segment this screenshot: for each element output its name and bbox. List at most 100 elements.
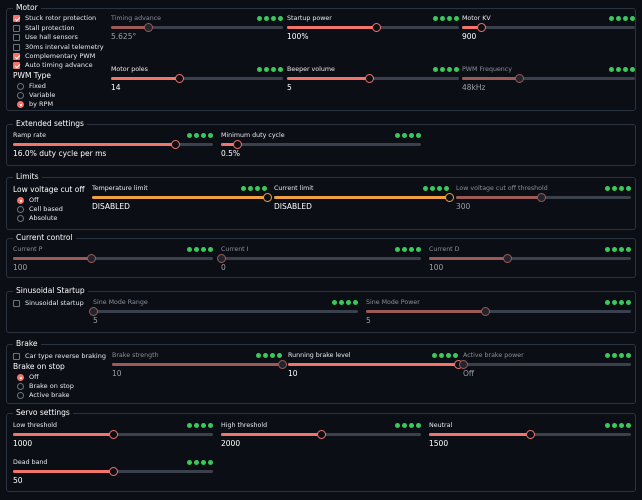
slider-thumb[interactable] — [514, 74, 524, 83]
slider-track[interactable] — [458, 360, 631, 369]
high-threshold-slider[interactable]: High threshold 2000 — [221, 422, 421, 452]
green-dot-icon — [626, 423, 631, 428]
slider-thumb[interactable] — [537, 193, 547, 202]
low-voltage-threshold-slider[interactable]: Low voltage cut off threshold 300 — [456, 185, 631, 215]
slider-track[interactable] — [462, 23, 635, 32]
low-threshold-slider[interactable]: Low threshold 1000 — [13, 422, 213, 452]
beeper-volume-slider[interactable]: Beeper volume 5 — [287, 66, 459, 96]
car-type-reverse-braking-checkbox[interactable]: Car type reverse braking — [13, 352, 106, 361]
current-p-slider[interactable]: Current P 100 — [13, 246, 213, 276]
green-dot-icon — [208, 247, 213, 252]
slider-track[interactable] — [221, 430, 421, 439]
green-dot-icon — [447, 16, 452, 21]
startup-power-slider[interactable]: Startup power 100% — [287, 15, 459, 45]
slider-thumb[interactable] — [108, 430, 118, 439]
slider-thumb[interactable] — [503, 254, 513, 263]
slider-track[interactable] — [13, 467, 213, 476]
slider-track[interactable] — [456, 193, 631, 202]
pwm-type-by-rpm-radio[interactable]: by RPM — [17, 100, 53, 109]
slider-thumb[interactable] — [458, 360, 468, 369]
slider-thumb[interactable] — [216, 254, 226, 263]
slider-thumb[interactable] — [144, 23, 154, 32]
slider-track[interactable] — [429, 430, 631, 439]
slider-thumb[interactable] — [365, 74, 375, 83]
auto-timing-advance-checkbox[interactable]: Auto timing advance — [13, 61, 93, 70]
slider-thumb[interactable] — [86, 254, 96, 263]
current-i-slider[interactable]: Current I 0 — [216, 246, 421, 276]
motor-kv-slider[interactable]: Motor KV 900 — [462, 15, 635, 45]
slider-thumb[interactable] — [371, 23, 381, 32]
stall-protection-checkbox[interactable]: Stall protection — [13, 24, 75, 33]
green-dot-icon — [439, 353, 444, 358]
slider-track[interactable] — [462, 74, 635, 83]
green-dot-icon — [605, 186, 610, 191]
brake-strength-slider[interactable]: Brake strength 10 — [112, 352, 287, 382]
motor-poles-slider[interactable]: Motor poles 14 — [111, 66, 283, 96]
slider-thumb[interactable] — [476, 23, 486, 32]
brake-off-radio[interactable]: Off — [17, 373, 39, 382]
slider-fill — [111, 26, 149, 29]
stuck-rotor-protection-checkbox[interactable]: Stuck rotor protection — [13, 14, 96, 23]
sine-mode-power-slider[interactable]: Sine Mode Power 5 — [366, 299, 631, 329]
green-dot-icon — [395, 133, 400, 138]
running-brake-level-slider[interactable]: Running brake level 10 — [288, 352, 463, 382]
green-dot-icon — [346, 300, 351, 305]
slider-track[interactable] — [88, 307, 358, 316]
slider-track[interactable] — [111, 74, 283, 83]
dead-band-slider[interactable]: Dead band 50 — [13, 459, 213, 489]
current-limit-slider[interactable]: Current limit DISABLED — [274, 185, 454, 215]
use-hall-sensors-checkbox[interactable]: Use hall sensors — [13, 33, 78, 42]
slider-thumb[interactable] — [108, 467, 118, 476]
interval-telemetry-checkbox[interactable]: 30ms interval telemetry — [13, 43, 104, 52]
slider-thumb[interactable] — [262, 193, 272, 202]
slider-track[interactable] — [287, 23, 459, 32]
slider-track[interactable] — [287, 74, 459, 83]
slider-track[interactable] — [111, 23, 283, 32]
slider-thumb[interactable] — [88, 307, 98, 316]
slider-thumb[interactable] — [232, 140, 242, 149]
green-dot-icon — [416, 133, 421, 138]
sinusoidal-startup-checkbox[interactable]: Sinusoidal startup — [13, 299, 84, 308]
current-d-slider[interactable]: Current D 100 — [429, 246, 631, 276]
green-dot-icon — [433, 16, 438, 21]
slider-thumb[interactable] — [525, 430, 535, 439]
pwm-frequency-slider[interactable]: PWM Frequency 48kHz — [462, 66, 635, 96]
green-dot-icon — [626, 353, 631, 358]
slider-track[interactable] — [13, 140, 213, 149]
slider-track[interactable] — [274, 193, 454, 202]
low-voltage-absolute-radio[interactable]: Absolute — [17, 214, 57, 223]
active-brake-power-slider[interactable]: Active brake power Off — [458, 352, 631, 382]
slider-thumb[interactable] — [277, 360, 287, 369]
slider-track[interactable] — [92, 193, 272, 202]
complementary-pwm-checkbox[interactable]: Complementary PWM — [13, 52, 95, 61]
pwm-type-fixed-radio[interactable]: Fixed — [17, 82, 46, 91]
timing-advance-slider[interactable]: Timing advance 5.625° — [111, 15, 283, 45]
slider-track[interactable] — [216, 254, 421, 263]
low-voltage-off-radio[interactable]: Off — [17, 196, 39, 205]
slider-thumb[interactable] — [316, 430, 326, 439]
neutral-slider[interactable]: Neutral 1500 — [429, 422, 631, 452]
temperature-limit-slider[interactable]: Temperature limit DISABLED — [92, 185, 272, 215]
slider-thumb[interactable] — [444, 193, 454, 202]
slider-track[interactable] — [112, 360, 287, 369]
brake-on-stop-radio[interactable]: Brake on stop — [17, 382, 74, 391]
slider-thumb[interactable] — [170, 140, 180, 149]
status-leds — [605, 247, 631, 252]
slider-track[interactable] — [366, 307, 631, 316]
slider-track[interactable] — [221, 140, 421, 149]
ramp-rate-slider[interactable]: Ramp rate 16.0% duty cycle per ms — [13, 132, 213, 162]
status-leds — [187, 133, 213, 138]
slider-thumb[interactable] — [480, 307, 490, 316]
pwm-type-variable-radio[interactable]: Variable — [17, 91, 55, 100]
low-voltage-cell-based-radio[interactable]: Cell based — [17, 205, 63, 214]
sine-mode-range-slider[interactable]: Sine Mode Range 5 — [88, 299, 358, 329]
green-dot-icon — [262, 186, 267, 191]
slider-thumb[interactable] — [175, 74, 185, 83]
slider-track[interactable] — [288, 360, 463, 369]
slider-track[interactable] — [13, 254, 213, 263]
minimum-duty-cycle-slider[interactable]: Minimum duty cycle 0.5% — [221, 132, 421, 162]
slider-track[interactable] — [429, 254, 631, 263]
active-brake-radio[interactable]: Active brake — [17, 391, 70, 400]
green-dot-icon — [612, 423, 617, 428]
slider-track[interactable] — [13, 430, 213, 439]
